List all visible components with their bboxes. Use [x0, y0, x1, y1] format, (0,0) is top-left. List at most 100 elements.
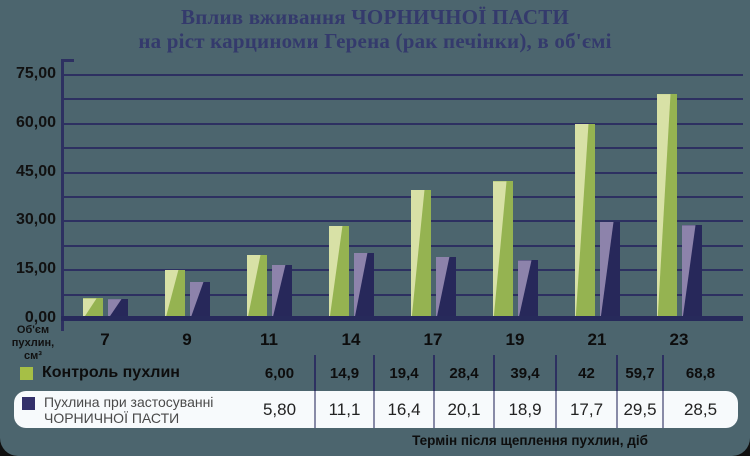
control-series-swatch	[20, 366, 33, 380]
bar-group-7	[64, 74, 146, 318]
gridline	[64, 293, 743, 296]
y-axis-ticks: 75,00 60,00 45,00 30,00 15,00 0,00	[0, 65, 56, 326]
legend-label-paste: Пухлина при застосуванні ЧОРНИЧНОЇ ПАСТИ	[44, 394, 213, 426]
paste-bar-17	[435, 256, 456, 318]
x-category-9: 9	[182, 330, 192, 349]
bar-highlight	[328, 225, 343, 318]
control-bar-19	[492, 181, 513, 318]
y-tick-label: 60,00	[15, 113, 56, 131]
bar-highlight	[353, 252, 368, 318]
value-cell-row2: 5,80	[262, 399, 297, 419]
x-category-19: 19	[505, 330, 525, 349]
gridline	[64, 244, 743, 247]
control-bar-23	[656, 94, 677, 318]
value-cell-row2: 11,1	[314, 391, 373, 428]
legend-item-control: Контроль пухлин	[20, 364, 180, 382]
value-cell-row1: 14,9	[314, 355, 373, 391]
bar-highlight	[246, 254, 261, 318]
paste-bar-7	[107, 299, 128, 318]
x-category-labels: 7 9 11 14 17 19 21 23	[64, 330, 720, 352]
paste-bar-9	[189, 281, 210, 318]
bar-highlight	[656, 94, 671, 318]
bar-highlight	[189, 281, 204, 318]
gridline	[64, 220, 743, 223]
bar-group-9	[146, 74, 228, 318]
bar-group-21	[556, 74, 638, 318]
bar-group-19	[474, 74, 556, 318]
value-cell-row1: 28,4	[433, 355, 493, 391]
legend-label-control: Контроль пухлин	[42, 364, 180, 381]
control-bar-21	[574, 123, 595, 318]
x-category-11: 11	[260, 330, 278, 349]
gridline	[64, 269, 743, 272]
value-cell-row2: 28,5	[662, 391, 737, 428]
control-bar-7	[82, 298, 103, 318]
control-bar-14	[328, 225, 349, 318]
paste-bar-19	[517, 260, 538, 318]
y-axis-line	[61, 59, 64, 331]
y-tick-label: 75,00	[15, 65, 56, 82]
bar-highlight	[599, 222, 614, 318]
value-cell-row2: 16,4	[373, 391, 433, 428]
control-bar-17	[410, 189, 431, 318]
value-cell-row2: 18,9	[493, 391, 555, 428]
bars-layer	[64, 74, 720, 318]
y-tick-label: 0,00	[24, 309, 56, 326]
gridline	[64, 147, 743, 150]
value-cell-row2: 29,5	[616, 391, 662, 428]
bar-highlight	[517, 260, 532, 318]
y-tick-label: 45,00	[15, 162, 56, 180]
value-cell-row1: 19,4	[373, 355, 433, 391]
bar-highlight	[435, 256, 450, 318]
value-cell-row2: 20,1	[433, 391, 493, 428]
bar-highlight	[271, 264, 286, 318]
y-tick-label: 30,00	[15, 211, 56, 229]
x-category-23: 23	[669, 330, 689, 349]
gridline	[64, 98, 743, 101]
legend-item-paste: Пухлина при застосуванні ЧОРНИЧНОЇ ПАСТИ	[22, 394, 213, 426]
value-cell-row1: 68,8	[662, 355, 737, 391]
gridline	[64, 196, 743, 198]
x-axis-caption: Термін після щеплення пухлин, діб	[412, 433, 648, 448]
table-values-row2: 5,80 11,1 16,4 20,1 18,9 17,7 29,5 28,5	[245, 391, 737, 428]
chart-title: Вплив вживання ЧОРНИЧНОЇ ПАСТИ на ріст к…	[0, 5, 750, 53]
legend-label-paste-line-2: ЧОРНИЧНОЇ ПАСТИ	[44, 410, 180, 426]
gridline	[64, 171, 743, 174]
bar-highlight	[681, 225, 696, 318]
gridline	[64, 122, 743, 125]
bar-highlight	[410, 189, 425, 318]
bar-highlight	[492, 181, 507, 318]
paste-bar-14	[353, 252, 374, 318]
bar-group-14	[310, 74, 392, 318]
chart-title-line-1: Вплив вживання ЧОРНИЧНОЇ ПАСТИ	[181, 5, 569, 29]
bar-highlight	[574, 123, 589, 318]
paste-series-swatch	[22, 397, 35, 410]
chart-title-line-2: на ріст карциноми Герена (рак печінки), …	[138, 29, 612, 53]
bar-group-23	[638, 74, 720, 318]
value-cell-row1: 39,4	[493, 355, 555, 391]
table-values-row1: 6,00 14,9 19,4 28,4 39,4 42 59,7 68,8	[245, 355, 737, 391]
legend-label-paste-line-1: Пухлина при застосуванні	[44, 394, 214, 410]
x-category-17: 17	[423, 330, 443, 349]
bar-group-11	[228, 74, 310, 318]
value-cell-row2: 17,7	[555, 391, 616, 428]
x-axis-baseline	[61, 316, 743, 321]
paste-bar-11	[271, 264, 292, 318]
value-cell-row1: 59,7	[616, 355, 662, 391]
control-bar-11	[246, 254, 267, 318]
x-category-7: 7	[100, 330, 110, 349]
bar-group-17	[392, 74, 474, 318]
value-cell-row1: 42	[555, 355, 616, 391]
x-category-21: 21	[587, 330, 607, 349]
y-tick-label: 15,00	[15, 260, 56, 278]
y-axis-top-tick	[61, 59, 74, 62]
gridline	[64, 74, 743, 76]
bar-highlight	[164, 269, 179, 318]
plot-area	[64, 74, 743, 318]
paste-bar-21	[599, 222, 620, 318]
paste-bar-23	[681, 225, 702, 318]
y-axis-caption: Об'єм пухлин, см³	[11, 324, 55, 362]
control-bar-9	[164, 269, 185, 318]
value-cell-row1: 6,00	[264, 364, 295, 382]
